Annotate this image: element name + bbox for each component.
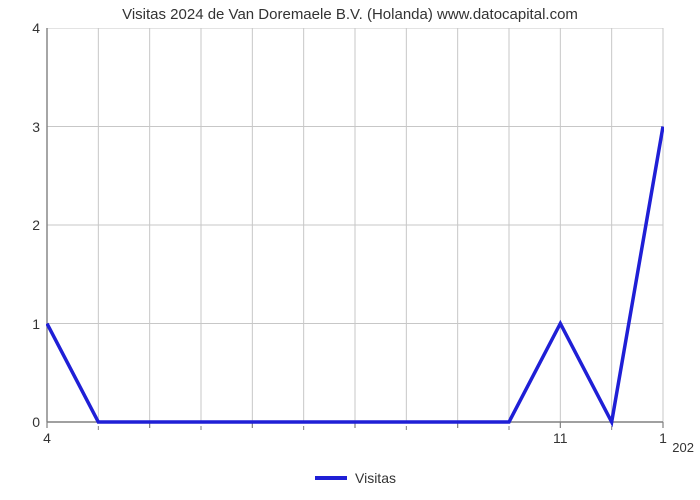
chart-title: Visitas 2024 de Van Doremaele B.V. (Hola… — [0, 6, 700, 23]
x-tick-label: 4 — [43, 430, 51, 446]
chart-container: Visitas 2024 de Van Doremaele B.V. (Hola… — [0, 0, 700, 500]
y-tick-label: 2 — [22, 217, 40, 233]
y-tick-label: 1 — [22, 316, 40, 332]
legend-label: Visitas — [355, 470, 396, 486]
legend: Visitas — [315, 470, 396, 486]
legend-swatch — [315, 476, 347, 480]
x-tick-label: 11 — [553, 430, 568, 446]
y-tick-label: 3 — [22, 119, 40, 135]
y-tick-label: 0 — [22, 414, 40, 430]
secondary-year-label: 202 — [672, 440, 694, 455]
x-tick-label: 1 — [659, 430, 667, 446]
y-tick-label: 4 — [22, 20, 40, 36]
chart-plot — [46, 28, 664, 436]
